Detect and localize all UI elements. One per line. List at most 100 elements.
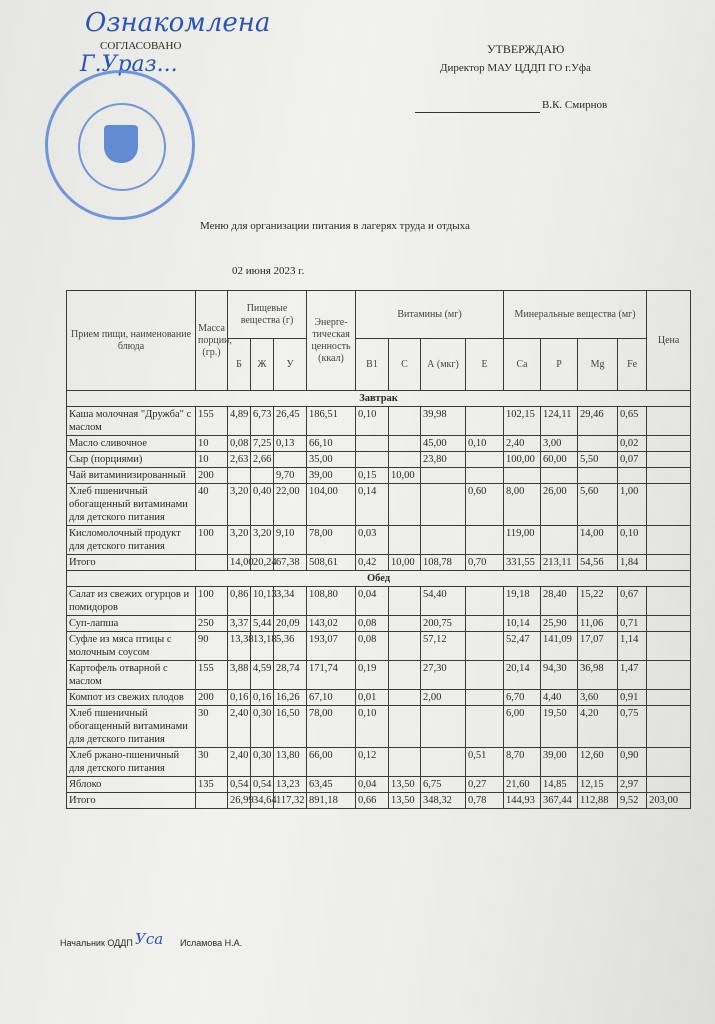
value-cell: 3,37 (227, 615, 251, 632)
value-cell: 141,09 (540, 631, 579, 661)
approved-label: СОГЛАСОВАНО (100, 40, 182, 52)
subheader-cell: Fe (617, 338, 648, 391)
value-cell: 16,26 (273, 689, 307, 706)
value-cell (388, 705, 421, 748)
value-cell: 0,16 (250, 689, 274, 706)
dish-name-cell: Суфле из мяса птицы с молочным соусом (66, 631, 196, 661)
value-cell: 30 (195, 747, 228, 777)
table-row: Хлеб пшеничный обогащенный витаминами дл… (66, 483, 692, 526)
value-cell (617, 467, 648, 484)
value-cell: 0,27 (464, 776, 505, 793)
value-cell: 13,80 (273, 747, 307, 777)
table-row: Картофель отварной с маслом 155 3,88 4,59 28… (66, 660, 692, 690)
value-cell: 60,00 (540, 451, 579, 468)
value-cell: 0,08 (355, 631, 389, 661)
value-cell: 0,08 (227, 435, 251, 452)
value-cell: 13,50 (388, 792, 421, 809)
value-cell (227, 467, 251, 484)
value-cell: 1,00 (617, 483, 648, 526)
subheader-cell: Б (227, 338, 251, 391)
director-position: Директор МАУ ЦДДП ГО г.Уфа (440, 62, 591, 74)
value-cell (646, 660, 692, 690)
value-cell (646, 689, 692, 706)
value-cell (420, 525, 466, 555)
value-cell: 3,60 (577, 689, 619, 706)
value-cell: 0,10 (355, 705, 389, 748)
footer-position: Начальник ОДДП (60, 938, 133, 948)
value-cell: 22,00 (273, 483, 307, 526)
value-cell (646, 586, 692, 616)
value-cell (646, 483, 692, 526)
value-cell: 0,16 (227, 689, 251, 706)
value-cell: 2,40 (227, 747, 251, 777)
value-cell (646, 406, 692, 436)
value-cell: 124,11 (540, 406, 579, 436)
value-cell: 0,71 (617, 615, 648, 632)
value-cell: 5,36 (273, 631, 307, 661)
dish-name-cell: Итого (66, 554, 196, 571)
value-cell: 13,50 (388, 776, 421, 793)
value-cell: 0,67 (617, 586, 648, 616)
value-cell: 0,01 (355, 689, 389, 706)
value-cell: 367,44 (540, 792, 579, 809)
value-cell: 100 (195, 586, 228, 616)
dish-name-cell: Каша молочная "Дружба" с маслом (66, 406, 196, 436)
dish-name-cell: Суп-лапша (66, 615, 196, 632)
value-cell: 0,10 (355, 406, 389, 436)
value-cell: 0,60 (464, 483, 505, 526)
value-cell: 0,15 (355, 467, 389, 484)
value-cell (464, 451, 505, 468)
value-cell (646, 435, 692, 452)
approve-label: УТВЕРЖДАЮ (487, 42, 565, 56)
footer-name: Исламова Н.А. (180, 938, 243, 948)
value-cell: 155 (195, 660, 228, 690)
value-cell: 0,30 (250, 747, 274, 777)
value-cell: 186,51 (306, 406, 356, 436)
value-cell: 4,20 (577, 705, 619, 748)
table-row: Суп-лапша 250 3,37 5,44 20,09 143,02 0,08 200,7… (66, 615, 692, 632)
total-row: Итого 26,99 34,64 117,32 891,18 0,66 13,50 348,… (66, 792, 692, 809)
subheader-cell: Ж (250, 338, 274, 391)
value-cell: 0,70 (464, 554, 505, 571)
value-cell (388, 747, 421, 777)
header-mass: Масса порции, (гр.) (195, 290, 232, 391)
handwritten-note: Ознакомлена (85, 8, 271, 38)
official-stamp (45, 70, 195, 220)
value-cell: 14,00 (227, 554, 254, 571)
table-row: Салат из свежих огурцов и помидоров 100 0,… (66, 586, 692, 616)
value-cell (420, 467, 466, 484)
value-cell: 90 (195, 631, 228, 661)
value-cell: 39,98 (420, 406, 466, 436)
value-cell (464, 525, 505, 555)
value-cell: 0,13 (273, 435, 307, 452)
value-cell: 0,12 (355, 747, 389, 777)
table-row: Хлеб пшеничный обогащенный витаминами дл… (66, 705, 692, 748)
value-cell: 0,08 (355, 615, 389, 632)
value-cell: 29,46 (577, 406, 619, 436)
value-cell: 171,74 (306, 660, 356, 690)
table-row: Кисломолочный продукт для детского питан… (66, 525, 692, 555)
value-cell: 200 (195, 689, 228, 706)
value-cell: 104,00 (306, 483, 356, 526)
table-row: Каша молочная "Дружба" с маслом 155 4,89 6,… (66, 406, 692, 436)
value-cell: 102,15 (503, 406, 542, 436)
value-cell: 3,20 (227, 483, 251, 526)
value-cell: 12,60 (577, 747, 619, 777)
value-cell: 0,75 (617, 705, 648, 748)
value-cell: 26,99 (227, 792, 254, 809)
value-cell: 3,20 (250, 525, 274, 555)
value-cell: 39,00 (306, 467, 356, 484)
table-row: Хлеб ржано-пшеничный для детского питани… (66, 747, 692, 777)
value-cell: 23,80 (420, 451, 466, 468)
value-cell (355, 435, 389, 452)
value-cell: 155 (195, 406, 228, 436)
header-price: Цена (646, 290, 692, 391)
value-cell: 112,88 (577, 792, 619, 809)
director-name: В.К. Смирнов (542, 99, 608, 111)
value-cell (388, 660, 421, 690)
value-cell: 8,70 (503, 747, 542, 777)
value-cell: 26,00 (540, 483, 579, 526)
value-cell: 1,84 (617, 554, 648, 571)
value-cell (195, 554, 228, 571)
value-cell: 5,60 (577, 483, 619, 526)
